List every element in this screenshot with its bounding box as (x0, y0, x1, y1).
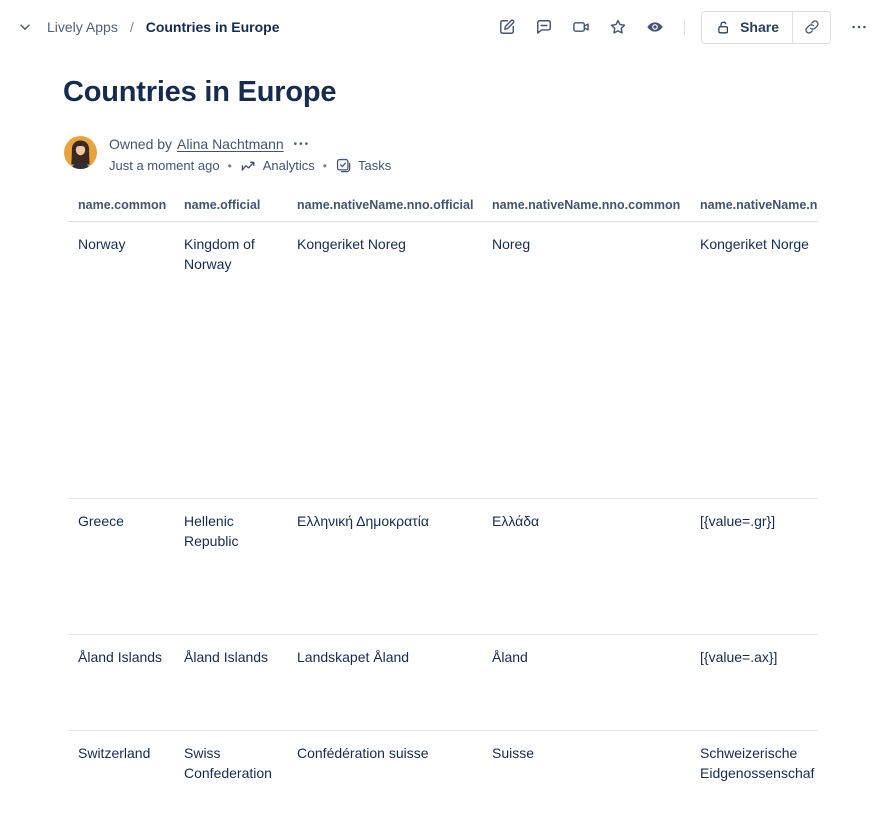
table-cell: [{value=.ax}] (690, 634, 818, 731)
column-header-nativename-truncated: name.nativeName.n (690, 192, 818, 222)
table-cell: Kingdom of Norway (174, 221, 287, 499)
favorite-button[interactable] (605, 14, 631, 40)
tasks-label: Tasks (358, 158, 392, 173)
table-cell: Greece (68, 498, 174, 635)
owner-avatar[interactable] (64, 136, 97, 169)
breadcrumb-current: Countries in Europe (145, 19, 280, 35)
table-cell: Åland (482, 634, 690, 731)
owned-by-label: Owned by (109, 136, 173, 152)
column-header-nativename-nno-common: name.nativeName.nno.common (482, 192, 690, 222)
ellipsis-icon (849, 17, 869, 37)
byline-text: Owned by Alina Nachtmann ••• Just a mome… (109, 136, 391, 174)
meta-separator: • (227, 158, 232, 173)
table-row-greece: Greece Hellenic Republic Ελληνική Δημοκρ… (68, 498, 818, 635)
table-cell: Norway (68, 221, 174, 499)
tasks-button[interactable]: Tasks (335, 157, 391, 174)
owner-line: Owned by Alina Nachtmann ••• (109, 136, 391, 152)
comments-button[interactable] (531, 14, 557, 40)
breadcrumb: Lively Apps / Countries in Europe (12, 14, 280, 40)
pencil-square-icon (497, 17, 517, 37)
video-button[interactable] (568, 14, 594, 40)
chevron-down-icon (18, 20, 32, 34)
meta-line: Just a moment ago • Analytics • (109, 157, 391, 174)
table-header-row: name.common name.official name.nativeNam… (68, 192, 818, 222)
table-cell: [{value=.gr}] (690, 498, 818, 635)
tasks-checkbox-icon (335, 157, 352, 174)
owner-name-link[interactable]: Alina Nachtmann (177, 136, 284, 152)
topbar: Lively Apps / Countries in Europe (0, 0, 886, 54)
camera-icon (571, 17, 591, 37)
breadcrumb-separator: / (129, 19, 134, 35)
speech-bubble-icon (534, 17, 554, 37)
topbar-actions: Share (494, 10, 872, 44)
timestamp: Just a moment ago (109, 158, 220, 173)
analytics-label: Analytics (262, 158, 315, 173)
table-cell: Noreg (482, 221, 690, 499)
more-button[interactable] (846, 14, 872, 40)
table-cell: Hellenic Republic (174, 498, 287, 635)
edit-button[interactable] (494, 14, 520, 40)
table-cell: Åland Islands (174, 634, 287, 731)
page-content: Countries in Europe Owned by Alina Nacht… (0, 75, 886, 827)
column-header-name-common: name.common (68, 192, 174, 222)
watch-button[interactable] (642, 14, 668, 40)
table-cell: Suisse (492, 745, 535, 761)
page-title: Countries in Europe (63, 76, 337, 108)
table-cell: Åland Islands (68, 634, 174, 731)
share-button[interactable]: Share (702, 12, 792, 43)
collapse-breadcrumb-button[interactable] (12, 14, 38, 40)
byline: Owned by Alina Nachtmann ••• Just a mome… (64, 136, 886, 174)
table-row-aland-islands: Åland Islands Åland Islands Landskapet Å… (68, 634, 818, 731)
table-cell: Kongeriket Norge (690, 221, 818, 499)
analytics-chart-icon (240, 157, 257, 174)
table-cell: Ελλάδα (482, 498, 690, 635)
column-header-name-official: name.official (174, 192, 287, 222)
share-button-group: Share (701, 10, 831, 44)
table-cell: Landskapet Åland (287, 634, 482, 731)
share-group-divider (792, 11, 793, 43)
table-cell: Switzerland (78, 745, 151, 761)
star-icon (608, 17, 628, 37)
link-icon (803, 18, 821, 36)
breadcrumb-parent-link[interactable]: Lively Apps (47, 19, 118, 35)
meta-separator: • (322, 158, 327, 173)
table-row-switzerland: Switzerland Swiss Confederation Confédér… (68, 731, 818, 827)
table-cell: Kongeriket Noreg (287, 221, 482, 499)
analytics-button[interactable]: Analytics (240, 157, 315, 174)
column-header-nativename-nno-official: name.nativeName.nno.official (287, 192, 482, 222)
share-button-label: Share (740, 19, 779, 35)
table-cell: Confédération suisse (297, 745, 429, 761)
table-cell: Swiss Confederation (184, 745, 272, 781)
table-cell: Ελληνική Δημοκρατία (287, 498, 482, 635)
eye-icon (645, 17, 665, 37)
table-cell: Schweizerische Eidgenossenschaf (700, 745, 815, 781)
unlocked-padlock-icon (715, 19, 732, 36)
copy-link-button[interactable] (793, 12, 830, 43)
countries-table-container: name.common name.official name.nativeNam… (68, 192, 818, 827)
owner-more-button[interactable]: ••• (293, 138, 311, 150)
actions-divider (684, 19, 686, 35)
table-row-norway: Norway Kingdom of Norway Kongeriket Nore… (68, 221, 818, 499)
countries-table: name.common name.official name.nativeNam… (68, 192, 818, 827)
